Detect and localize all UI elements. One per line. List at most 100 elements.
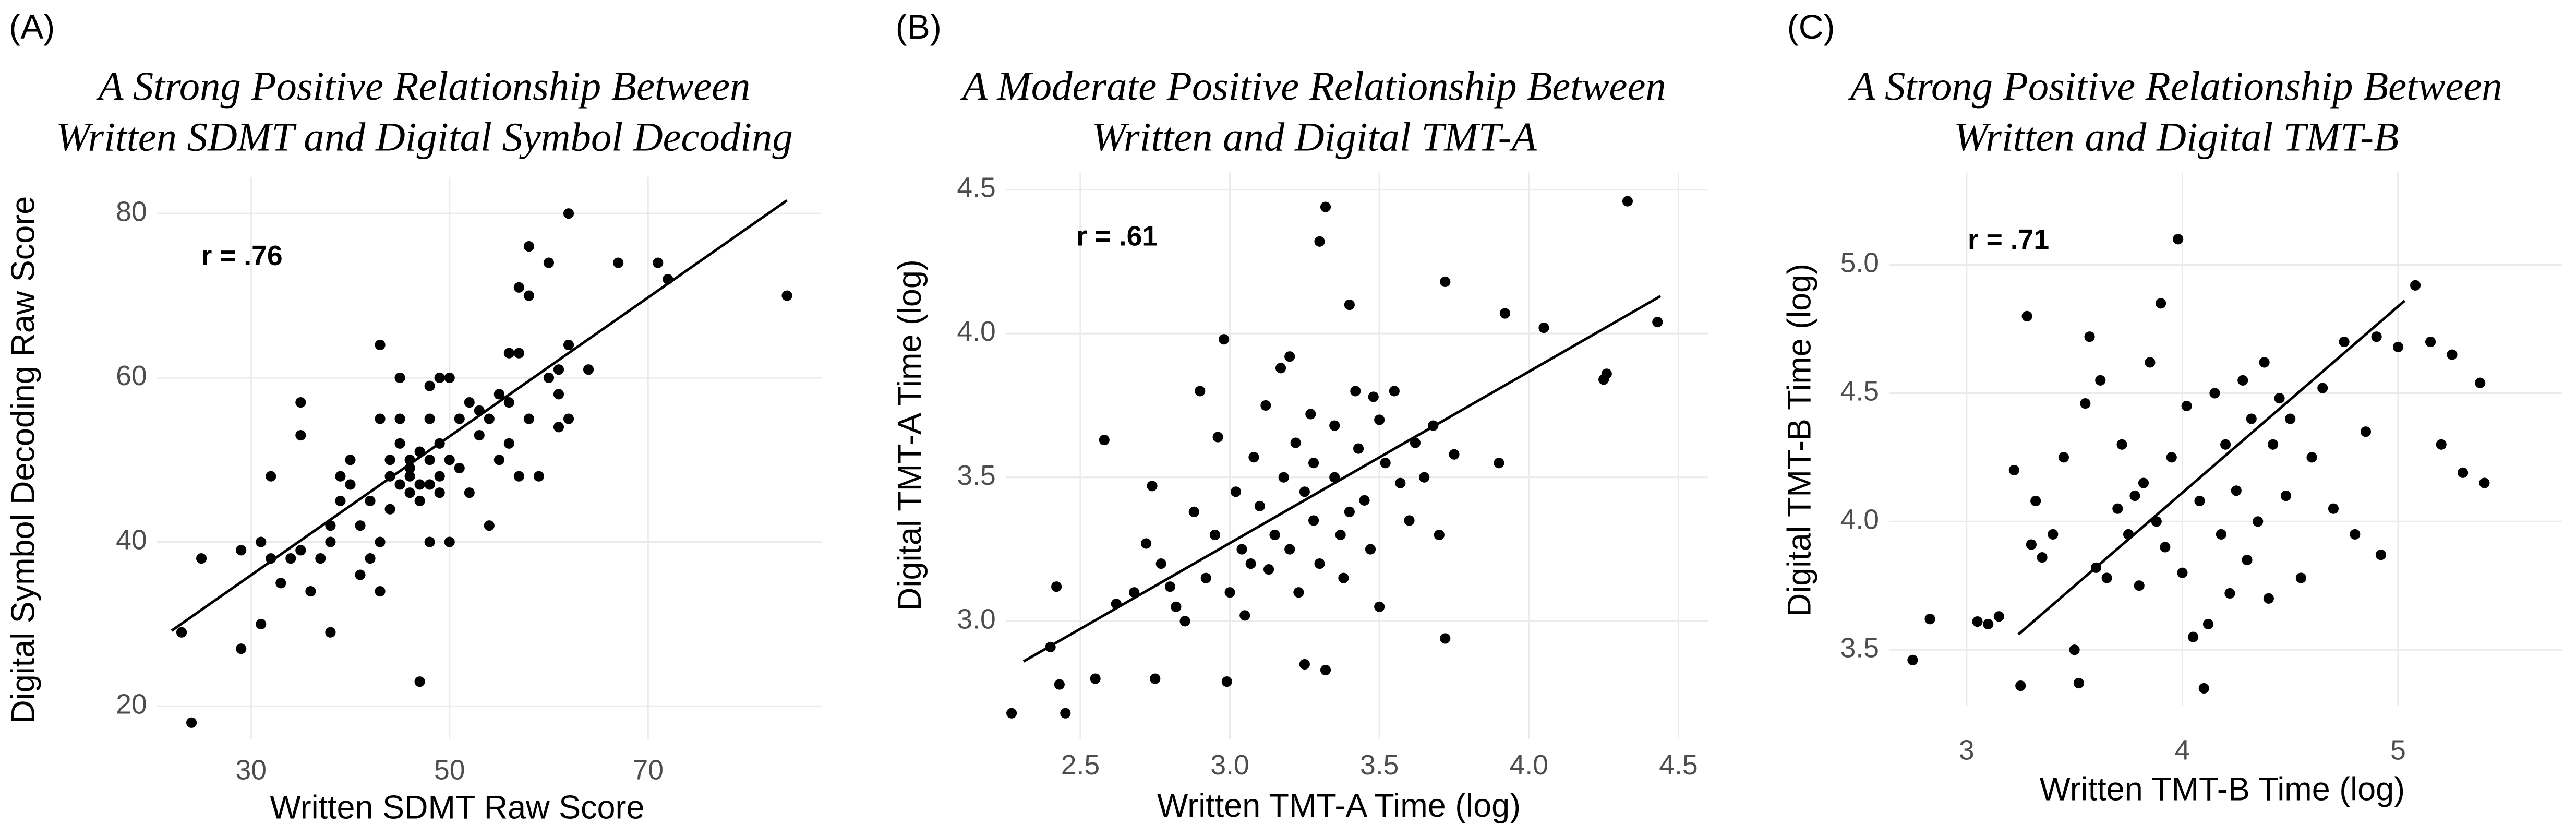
data-point [424, 479, 435, 490]
data-point [563, 208, 574, 219]
data-point [1099, 435, 1110, 446]
data-point [365, 495, 376, 507]
data-point [1368, 391, 1379, 402]
data-point [295, 429, 306, 441]
data-point [2220, 439, 2231, 450]
chart-title: Written SDMT and Digital Symbol Decoding [56, 115, 792, 160]
y-tick-label: 3.0 [957, 604, 995, 635]
data-point [2458, 467, 2469, 478]
data-point [1353, 443, 1364, 454]
chart-title: Written and Digital TMT-B [1954, 115, 2399, 160]
data-point [2246, 413, 2257, 424]
data-point [454, 413, 465, 424]
data-point [2177, 567, 2188, 578]
data-point [1350, 386, 1361, 397]
data-point [2392, 341, 2404, 352]
data-point [1329, 420, 1340, 431]
data-point [2123, 529, 2134, 540]
data-point [2138, 477, 2149, 488]
data-point [325, 627, 336, 638]
data-point [434, 438, 445, 449]
data-point [1293, 587, 1304, 598]
data-point [1263, 564, 1274, 575]
data-point [2268, 439, 2279, 450]
data-point [1494, 458, 1504, 469]
data-point [1260, 400, 1271, 411]
data-point [1147, 481, 1158, 492]
data-point [513, 282, 524, 293]
data-point [1129, 587, 1140, 598]
data-point [484, 413, 495, 424]
data-point [1090, 673, 1101, 684]
x-axis-label: Written SDMT Raw Score [270, 789, 644, 826]
data-point [325, 536, 336, 547]
data-point [2080, 398, 2091, 409]
data-point [1224, 587, 1235, 598]
data-point [1983, 618, 1994, 630]
data-point [513, 348, 524, 359]
data-point [375, 536, 386, 547]
data-point [394, 413, 405, 424]
data-point [2021, 310, 2032, 321]
data-point [1221, 676, 1232, 687]
chart-title: A Moderate Positive Relationship Between [960, 64, 1666, 109]
data-point [2084, 331, 2095, 342]
data-point [1275, 363, 1286, 374]
data-point [2198, 683, 2209, 694]
data-point [1652, 317, 1663, 328]
data-point [1051, 581, 1062, 592]
data-point [503, 348, 514, 359]
y-axis-label: Digital TMT-A Time (log) [892, 259, 928, 611]
data-point [335, 471, 346, 482]
panel-label: (A) [9, 8, 55, 46]
data-point [2069, 644, 2080, 655]
data-point [1344, 299, 1355, 310]
data-point [1410, 437, 1421, 448]
data-point [424, 455, 435, 465]
data-point [394, 438, 405, 449]
data-point [1320, 201, 1331, 212]
data-point [404, 462, 415, 474]
data-point [2145, 357, 2156, 368]
data-point [493, 455, 504, 465]
data-point [394, 372, 405, 383]
data-point [444, 372, 455, 383]
data-point [2173, 234, 2184, 245]
data-point [2202, 618, 2214, 630]
data-point [1006, 708, 1017, 719]
data-point [2166, 452, 2177, 463]
data-point [1269, 529, 1280, 541]
data-point [404, 455, 415, 465]
data-point [543, 257, 555, 268]
data-point [384, 504, 395, 515]
data-point [414, 446, 425, 457]
data-point [1179, 616, 1190, 627]
data-point [1993, 611, 2004, 622]
data-point [533, 471, 545, 482]
annotation: r = .71 [1968, 224, 2049, 255]
data-point [2015, 680, 2026, 691]
data-point [1907, 654, 1918, 665]
x-axis-label: Written TMT-A Time (log) [1157, 787, 1521, 824]
data-point [1395, 477, 1406, 488]
data-point [404, 471, 415, 482]
data-point [2410, 280, 2421, 291]
y-tick-label: 40 [116, 525, 147, 556]
data-point [1622, 196, 1633, 207]
data-point [1140, 538, 1152, 549]
data-point [2090, 562, 2102, 573]
data-point [2112, 503, 2123, 514]
data-point [2306, 452, 2317, 463]
data-point [543, 372, 555, 383]
panel-label: (B) [896, 8, 942, 46]
data-point [1338, 572, 1349, 583]
data-point [2129, 491, 2140, 501]
data-point [1239, 610, 1250, 621]
y-tick-label: 5.0 [1840, 248, 1879, 279]
data-point [1245, 558, 1256, 569]
data-point [1299, 659, 1310, 670]
data-point [2263, 593, 2274, 604]
x-tick-label: 2.5 [1061, 750, 1100, 781]
data-point [1601, 368, 1612, 379]
